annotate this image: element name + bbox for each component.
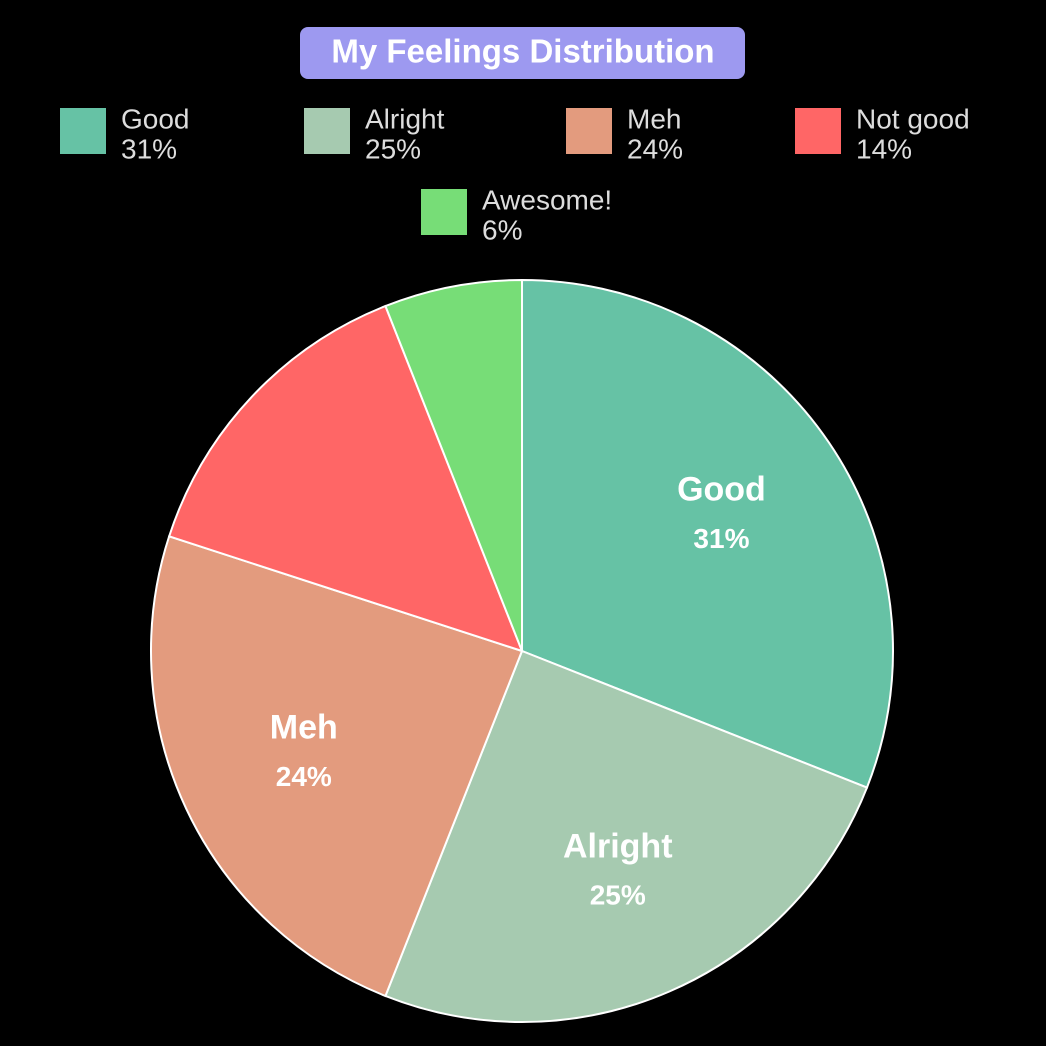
legend-label: Meh xyxy=(627,103,681,134)
slice-label: Meh xyxy=(270,709,338,747)
legend-swatch xyxy=(304,108,350,154)
legend-swatch xyxy=(60,108,106,154)
legend-swatch xyxy=(795,108,841,154)
slice-value: 24% xyxy=(276,761,332,792)
title-background xyxy=(300,27,745,79)
chart-title: My Feelings Distribution xyxy=(331,33,714,70)
legend-value: 24% xyxy=(627,133,683,164)
pie-slice xyxy=(384,278,523,652)
legend-label: Not good xyxy=(856,103,970,134)
legend-swatch xyxy=(421,189,467,235)
pie-slice xyxy=(384,649,869,1023)
legend-value: 31% xyxy=(121,133,177,164)
legend-value: 6% xyxy=(482,214,522,245)
legend-label: Alright xyxy=(365,103,445,134)
pie-slice xyxy=(150,535,524,998)
slice-label: Good xyxy=(677,470,766,508)
slice-value: 31% xyxy=(693,523,749,554)
legend-label: Awesome! xyxy=(482,184,612,215)
legend-value: 14% xyxy=(856,133,912,164)
legend-swatch xyxy=(566,108,612,154)
legend-value: 25% xyxy=(365,133,421,164)
pie-slice xyxy=(167,304,524,653)
legend-label: Good xyxy=(121,103,190,134)
slice-value: 25% xyxy=(590,880,646,911)
pie-slice xyxy=(521,278,894,789)
slice-label: Alright xyxy=(563,827,673,865)
